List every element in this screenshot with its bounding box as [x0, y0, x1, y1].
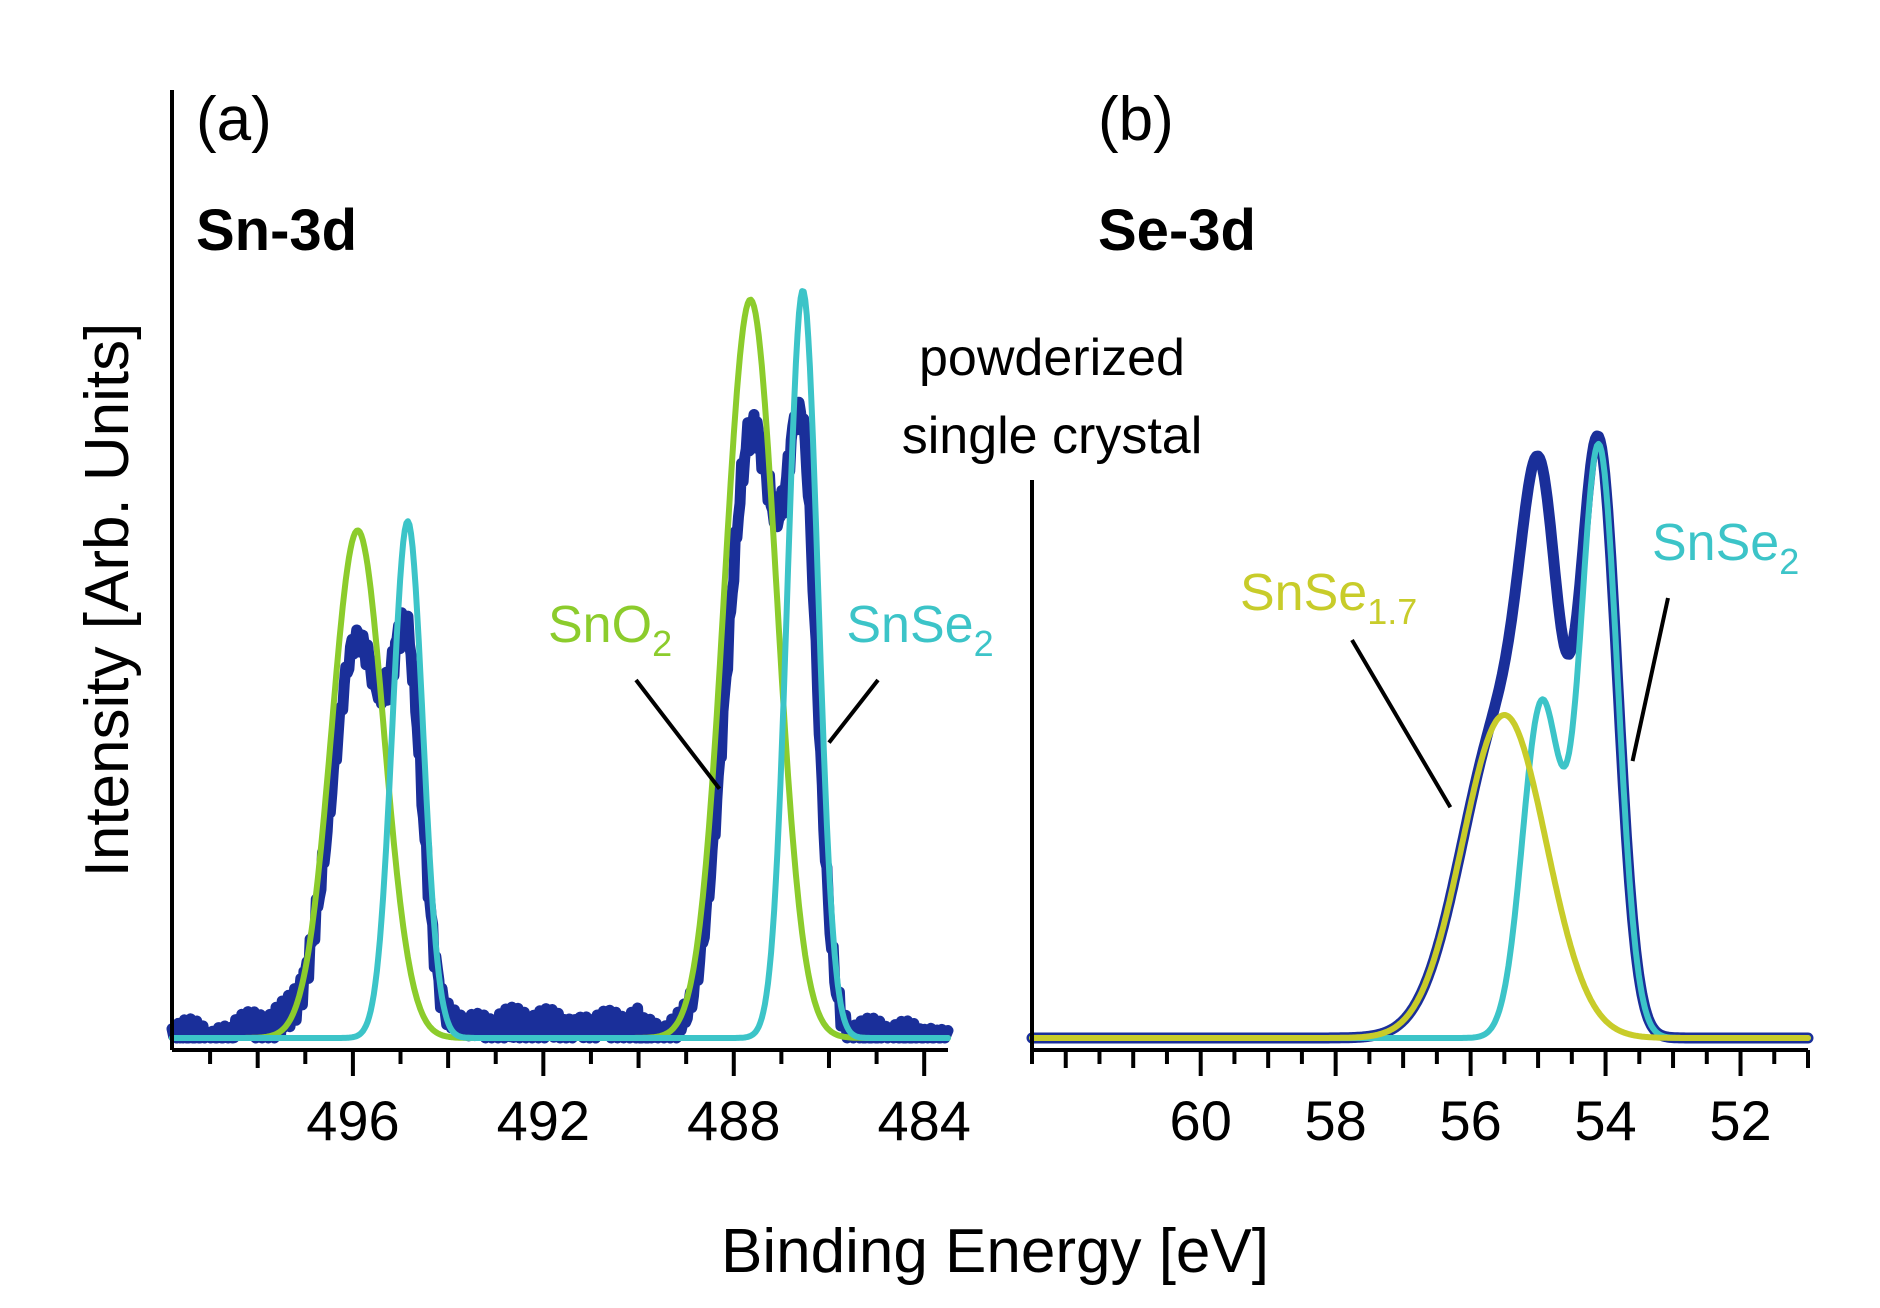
panel-b-title: Se-3d	[1098, 198, 1256, 263]
panel-a-label: (a)	[196, 85, 272, 154]
annotation-leader-line	[634, 678, 722, 791]
sample-label-line1: powderized	[919, 329, 1185, 387]
panel-b-se-3d: (b) Se-3d 60 58 56 54 52 SnSe1.7 SnSe2	[1026, 85, 1814, 1152]
annotation-label-sno2: SnO2	[548, 596, 672, 664]
panel-b-plot	[1026, 430, 1814, 1044]
x-tick-label: 58	[1305, 1089, 1367, 1152]
x-tick-label: 56	[1439, 1089, 1501, 1152]
y-axis-label: Intensity [Arb. Units]	[73, 323, 142, 878]
series-line-snse2	[169, 288, 951, 1041]
annotation-leader-line	[827, 678, 880, 744]
panel-a-title: Sn-3d	[196, 198, 357, 263]
panel-b-label: (b)	[1098, 85, 1174, 154]
annotation-label-snse2: SnSe2	[846, 596, 993, 664]
panel-b-axes: 60 58 56 54 52	[1030, 480, 1810, 1152]
x-axis-label: Binding Energy [eV]	[721, 1217, 1269, 1286]
x-tick-label: 492	[497, 1089, 590, 1152]
annotation-leader-line	[1350, 638, 1453, 809]
x-tick-label: 488	[687, 1089, 780, 1152]
annotation-label-snse2: SnSe2	[1652, 514, 1799, 582]
x-tick-label: 496	[306, 1089, 399, 1152]
sample-label-line2: single crystal	[902, 407, 1203, 465]
panel-a-annotations: SnO2 SnSe2	[548, 596, 994, 791]
x-tick-label: 484	[877, 1089, 970, 1152]
x-tick-label: 54	[1574, 1089, 1636, 1152]
annotation-label-snse1-7: SnSe1.7	[1240, 564, 1417, 632]
annotation-leader-line	[1630, 597, 1670, 762]
panel-a-axes: 496 492 488 484	[170, 90, 971, 1152]
x-tick-label: 60	[1170, 1089, 1232, 1152]
panel-a-plot	[166, 288, 954, 1044]
panel-a-sn-3d: (a) Sn-3d 496 492 488 484 SnO2 SnSe2	[166, 85, 994, 1152]
x-tick-label: 52	[1709, 1089, 1771, 1152]
series-line-snse1-7	[1029, 712, 1811, 1041]
panel-b-annotations: SnSe1.7 SnSe2	[1240, 514, 1799, 809]
